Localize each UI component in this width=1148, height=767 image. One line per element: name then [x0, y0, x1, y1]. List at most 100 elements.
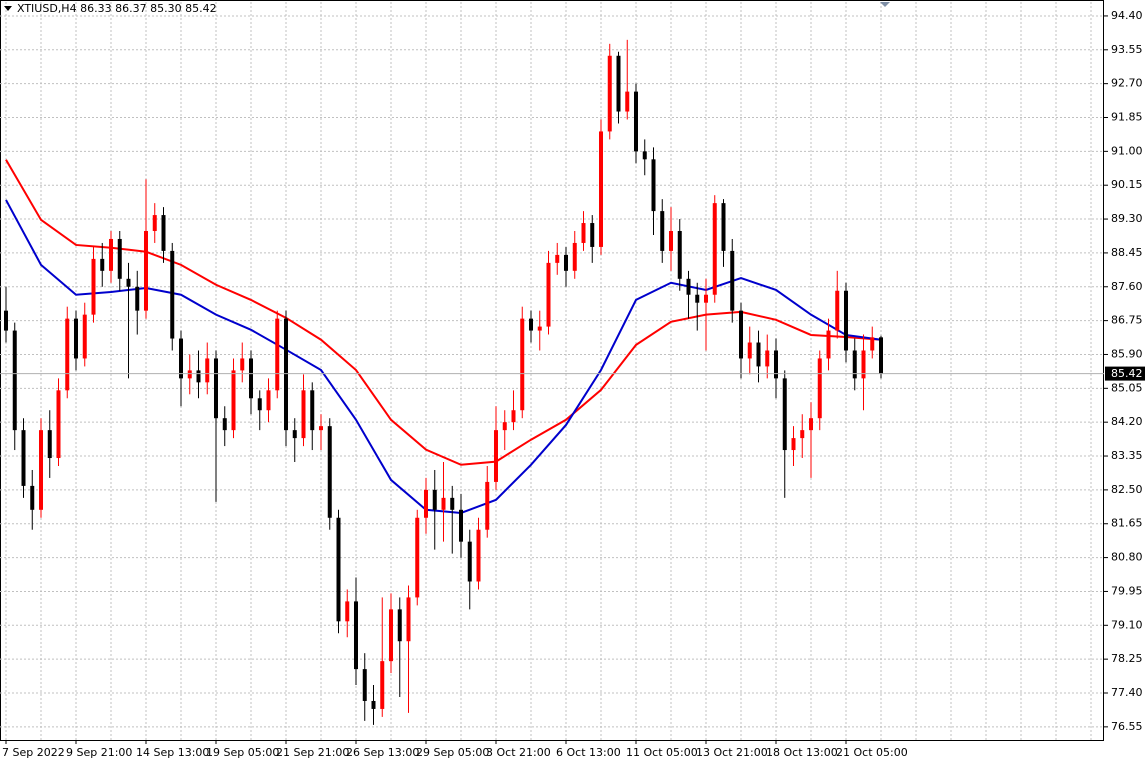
- x-tick-label: 13 Oct 21:00: [696, 746, 768, 759]
- candle-body: [266, 390, 271, 411]
- candle-body: [467, 541, 472, 582]
- candle-body: [301, 390, 306, 439]
- candle-body: [791, 438, 796, 451]
- x-tick-label: 29 Sep 05:00: [416, 746, 489, 759]
- y-tick-label: 79.95: [1111, 584, 1143, 597]
- candle-body: [581, 223, 586, 243]
- y-tick-label: 82.50: [1111, 483, 1143, 496]
- last-price-box: [1105, 366, 1145, 381]
- candle-body: [564, 254, 568, 271]
- candle-body: [327, 426, 332, 518]
- candle-body: [231, 370, 236, 431]
- candle-body: [257, 398, 262, 411]
- candle-body: [389, 609, 393, 662]
- y-tick-label: 77.40: [1111, 686, 1143, 699]
- candle-body: [712, 203, 717, 295]
- x-tick-label: 19 Sep 05:00: [206, 746, 279, 759]
- candle-body: [695, 294, 700, 303]
- candle-body: [100, 258, 105, 271]
- candle-body: [826, 330, 831, 359]
- candle-body: [292, 430, 297, 439]
- y-tick-label: 90.15: [1111, 178, 1143, 191]
- candle-body: [196, 370, 201, 383]
- candle-body: [651, 159, 656, 212]
- candle-body: [380, 661, 385, 709]
- header-arrow: [4, 6, 12, 11]
- candle-body: [844, 290, 848, 351]
- candle-body: [362, 669, 367, 701]
- candle-body: [205, 358, 210, 383]
- candle-body: [765, 350, 770, 367]
- candle-body: [459, 509, 463, 542]
- y-tick-label: 87.60: [1111, 280, 1143, 293]
- candle-body: [152, 215, 157, 232]
- candle-body: [135, 286, 140, 311]
- candle-body: [590, 223, 595, 247]
- close: 85.42: [185, 2, 217, 15]
- candle-body: [74, 318, 78, 359]
- candle-body: [756, 342, 761, 367]
- y-tick-label: 79.10: [1111, 618, 1143, 631]
- open: 86.33: [80, 2, 112, 15]
- y-tick-label: 81.65: [1111, 517, 1143, 530]
- candle-body: [126, 278, 131, 287]
- candle-body: [179, 338, 183, 379]
- y-tick-label: 91.00: [1111, 144, 1143, 157]
- candle-body: [4, 310, 8, 331]
- y-tick-label: 89.30: [1111, 212, 1143, 225]
- candle-body: [441, 497, 446, 510]
- y-tick-label: 94.40: [1111, 9, 1143, 22]
- candle-body: [82, 314, 87, 359]
- candle-body: [529, 318, 533, 331]
- x-tick-label: 3 Oct 21:00: [486, 746, 551, 759]
- candle-body: [599, 131, 603, 247]
- candle-body: [336, 517, 341, 622]
- candle-body: [546, 262, 551, 327]
- candle-body: [424, 489, 428, 518]
- y-tick-label: 85.90: [1111, 347, 1143, 360]
- candle-body: [817, 358, 822, 419]
- candle-body: [214, 358, 218, 419]
- candle-body: [616, 55, 621, 112]
- candle-body: [109, 238, 113, 271]
- candle-body: [319, 426, 323, 431]
- candle-body: [170, 250, 175, 339]
- candle-body: [65, 318, 70, 391]
- candle-body: [30, 485, 35, 510]
- y-tick-label: 88.45: [1111, 246, 1143, 259]
- candle-body: [625, 91, 630, 112]
- candle-body: [91, 258, 96, 315]
- candle-body: [450, 497, 455, 510]
- candle-body: [879, 337, 883, 374]
- candle-body: [310, 390, 315, 431]
- candle-body: [397, 609, 402, 642]
- y-tick-label: 83.35: [1111, 449, 1143, 462]
- candle-body: [345, 601, 350, 622]
- y-tick-label: 91.85: [1111, 110, 1143, 123]
- candle-body: [677, 231, 682, 279]
- candle-body: [432, 489, 437, 510]
- y-tick-label: 84.20: [1111, 415, 1143, 428]
- shift-marker: [880, 2, 890, 7]
- candle-body: [249, 358, 253, 399]
- candle-body: [660, 211, 665, 251]
- y-tick-label: 76.55: [1111, 720, 1143, 733]
- candle-body: [485, 481, 490, 530]
- candle-body: [800, 430, 805, 439]
- x-tick-label: 7 Sep 2022: [2, 746, 65, 759]
- candle-body: [511, 410, 516, 423]
- last-price-label: 85.42: [1111, 367, 1143, 380]
- low: 85.30: [150, 2, 182, 15]
- candle-body: [669, 231, 673, 251]
- x-tick-label: 21 Sep 21:00: [276, 746, 349, 759]
- symbol: XTIUSD,H4: [17, 2, 77, 15]
- candle-body: [406, 597, 411, 642]
- y-tick-label: 92.70: [1111, 77, 1143, 90]
- candle-body: [835, 290, 840, 331]
- marks: [4, 39, 883, 725]
- x-tick-label: 11 Oct 05:00: [626, 746, 698, 759]
- candle-body: [782, 378, 787, 451]
- candle-body: [686, 278, 691, 295]
